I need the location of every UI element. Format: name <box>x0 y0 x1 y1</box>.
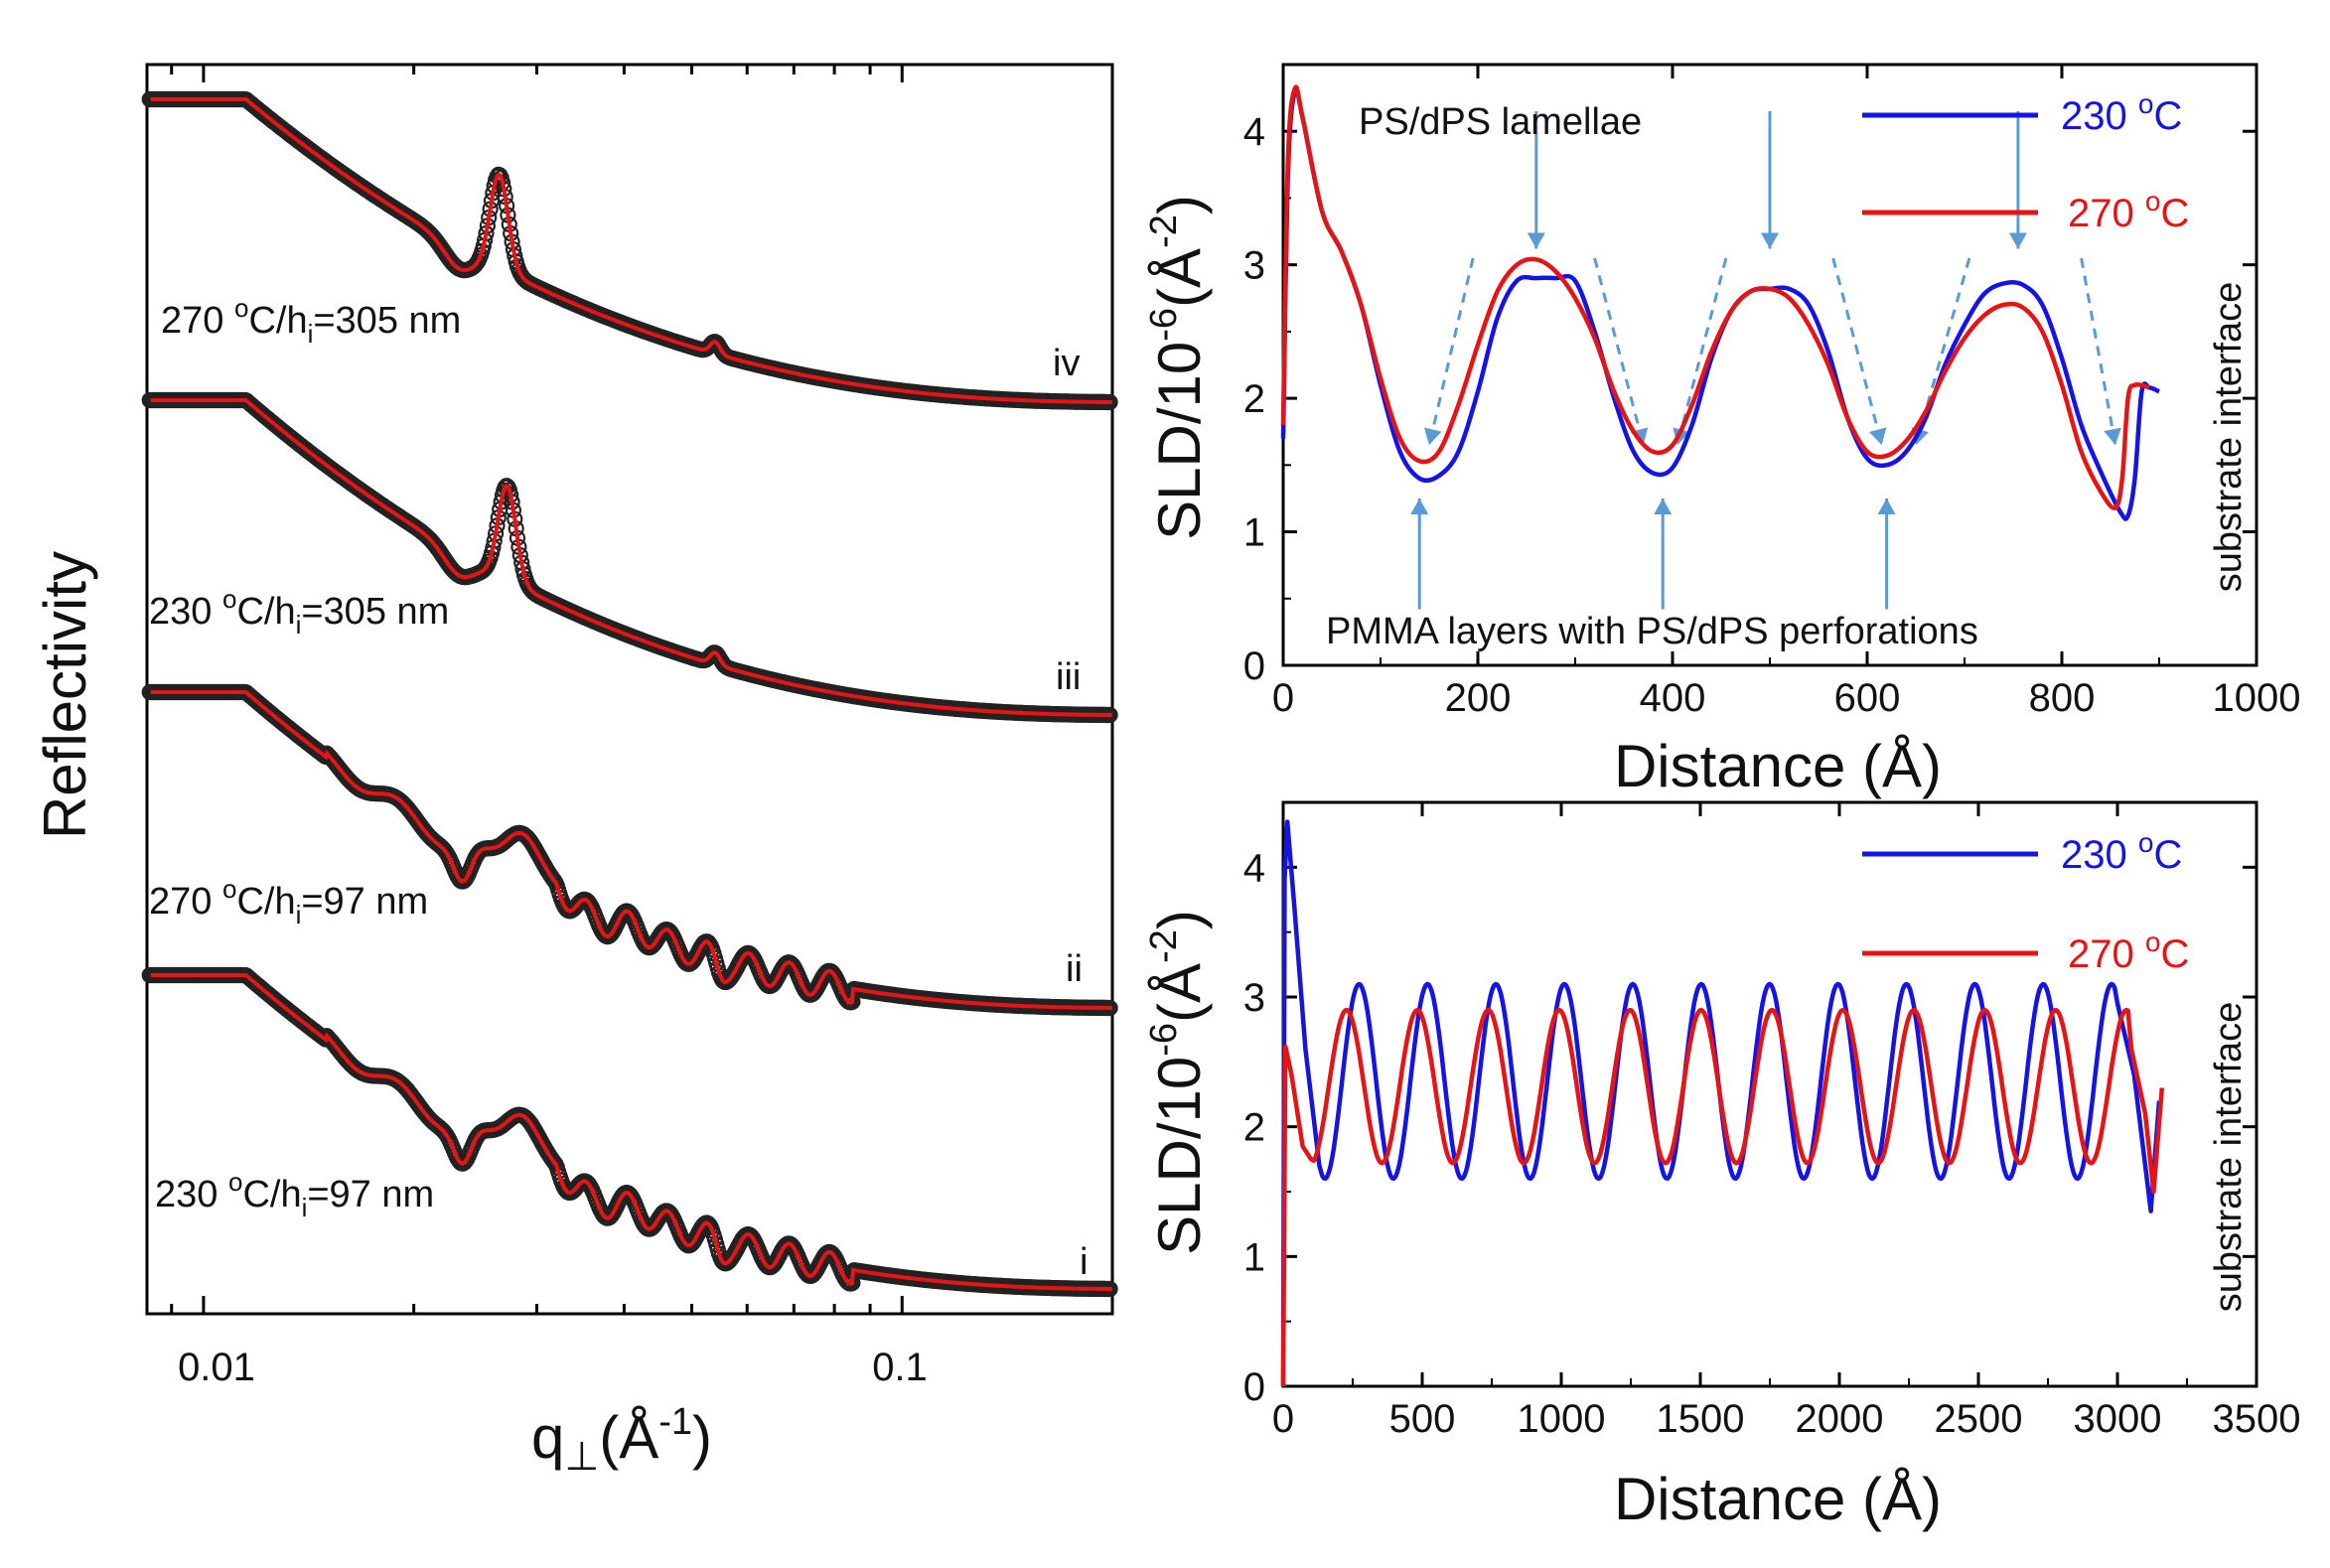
reflectivity-plot-frame <box>145 63 1114 1316</box>
xlabel-exp: -1 <box>658 1401 692 1443</box>
sld-top-x-tick-label: 600 <box>1834 676 1901 720</box>
reflectivity-x-axis-title: q⊥(Å-1) <box>531 1401 712 1479</box>
dashed-arrow-head <box>1423 427 1442 446</box>
reflectivity-curves <box>141 90 1118 1298</box>
x-tick-label-0.01: 0.01 <box>178 1346 255 1389</box>
curve-label-i: 230 oC/hi=97 nm <box>155 1167 434 1222</box>
dashed-arrow <box>2080 257 2117 446</box>
annotation-ps-dps-lamellae: PS/dPS lamellae <box>1359 101 1642 143</box>
xlabel-q: q <box>531 1404 564 1471</box>
sld-bottom-x-tick-label: 2500 <box>1935 1397 2023 1441</box>
sld-bottom-x-tick-label: 3000 <box>2074 1397 2162 1441</box>
fit-line-ii <box>150 690 1112 1010</box>
dashed-arrow-head <box>1868 427 1887 446</box>
sld-bottom-ticks: 0 500 1000 1500 2000 2500 3000 3500 0 1 2 3 4 <box>1243 802 2301 1441</box>
fit-line-iv <box>150 97 1112 404</box>
sld-top-panel: 0 200 400 600 800 1000 0 1 2 3 4 PS/dPS lamellae P… <box>1143 63 2301 799</box>
legend-label-270-top: 270 oC <box>2068 186 2189 235</box>
curve-label-iii: 230 oC/hi=305 nm <box>149 584 449 640</box>
legend-label-270-bottom: 270 oC <box>2068 927 2189 976</box>
sld-bottom-x-tick-label: 1000 <box>1518 1397 1606 1441</box>
fit-line-i <box>150 973 1112 1291</box>
sld-top-y-tick-label: 1 <box>1243 511 1265 555</box>
sld-bottom-frame <box>1281 800 2258 1388</box>
curve-roman-iii: iii <box>1056 656 1081 698</box>
curve-label-iv: 270 oC/hi=305 nm <box>161 293 461 349</box>
sld-top-ticks: 0 200 400 600 800 1000 0 1 2 3 4 <box>1243 65 2301 720</box>
sld-bottom-substrate-interface: substrate interface <box>2208 1002 2250 1313</box>
x-tick-label-0.1: 0.1 <box>872 1346 928 1389</box>
sld-bottom-x-tick-label: 2000 <box>1796 1397 1884 1441</box>
curve-label-ii: 270 oC/hi=97 nm <box>149 874 428 929</box>
lamella-arrow-head <box>1761 232 1779 249</box>
sld-top-y-tick-label: 2 <box>1243 377 1265 421</box>
sld-bottom-y-axis-title: SLD/10-6(Å-2) <box>1143 910 1213 1255</box>
sld-bottom-x-tick-label: 0 <box>1272 1397 1294 1441</box>
sld-top-y-tick-label: 3 <box>1243 244 1265 288</box>
sld-top-line-270 <box>1280 84 2150 510</box>
sld-top-substrate-interface: substrate interface <box>2208 282 2250 593</box>
lamella-arrow-head <box>1527 232 1545 249</box>
annotation-pmma-layers: PMMA layers with PS/dPS perforations <box>1326 611 1978 652</box>
dashed-arrow <box>1831 257 1884 446</box>
fit-line-iii <box>150 398 1112 717</box>
lamella-arrow-head <box>2008 232 2027 249</box>
xlabel-close: ) <box>692 1404 712 1471</box>
pmma-arrow-head <box>1654 498 1673 514</box>
pmma-arrow-head <box>1410 498 1429 514</box>
curve-roman-ii: ii <box>1066 948 1083 990</box>
sld-top-line-230 <box>1280 86 2160 521</box>
xlabel-paren: (Å <box>599 1404 658 1471</box>
sld-bottom-y-tick-label: 2 <box>1243 1106 1265 1150</box>
dashed-arrow-head <box>2104 427 2121 446</box>
sld-bottom-x-tick-label: 500 <box>1389 1397 1456 1441</box>
dashed-arrow <box>1675 257 1728 446</box>
sld-top-x-tick-label: 800 <box>2029 676 2096 720</box>
curve-roman-iv: iv <box>1053 343 1080 384</box>
sld-bottom-x-tick-label: 3500 <box>2213 1397 2301 1441</box>
reflectivity-panel: 0.01 0.1 Reflectivity q⊥(Å-1) 270 oC/hi=… <box>32 63 1118 1479</box>
curve-roman-i: i <box>1080 1241 1088 1283</box>
reflectivity-x-ticks <box>170 65 1114 1314</box>
sld-bottom-panel: 0 500 1000 1500 2000 2500 3000 3500 0 1 2 3 4 substr… <box>1143 800 2301 1532</box>
sld-bottom-y-tick-label: 0 <box>1243 1365 1265 1409</box>
sld-bottom-lines <box>1280 819 2165 1387</box>
sld-bottom-y-tick-label: 4 <box>1243 846 1265 890</box>
sld-bottom-y-tick-label: 3 <box>1243 976 1265 1020</box>
sld-top-x-tick-label: 0 <box>1272 676 1294 720</box>
pmma-arrow-head <box>1877 498 1896 514</box>
sld-bottom-x-axis-title: Distance (Å) <box>1614 1466 1942 1532</box>
sld-top-y-tick-label: 0 <box>1243 644 1265 688</box>
dashed-arrow <box>1427 257 1475 446</box>
legend-label-230-bottom: 230 oC <box>2061 827 2182 877</box>
reflectivity-y-axis-title: Reflectivity <box>32 551 98 839</box>
sld-top-x-tick-label: 200 <box>1445 676 1512 720</box>
sld-top-x-tick-label: 1000 <box>2213 676 2301 720</box>
dashed-arrow <box>1593 257 1646 446</box>
sld-top-x-axis-title: Distance (Å) <box>1614 733 1942 799</box>
sld-top-x-tick-label: 400 <box>1640 676 1706 720</box>
sld-top-y-tick-label: 4 <box>1243 110 1265 154</box>
legend-label-230-top: 230 oC <box>2061 88 2182 138</box>
sld-bottom-x-tick-label: 1500 <box>1657 1397 1745 1441</box>
sld-top-y-axis-title: SLD/10-6(Å-2) <box>1143 195 1213 540</box>
xlabel-perp: ⊥ <box>564 1435 599 1479</box>
sld-top-arrows <box>1410 111 2121 610</box>
sld-top-lines <box>1280 84 2160 521</box>
sld-bottom-line-270 <box>1280 1007 2165 1387</box>
sld-bottom-y-tick-label: 1 <box>1243 1235 1265 1279</box>
